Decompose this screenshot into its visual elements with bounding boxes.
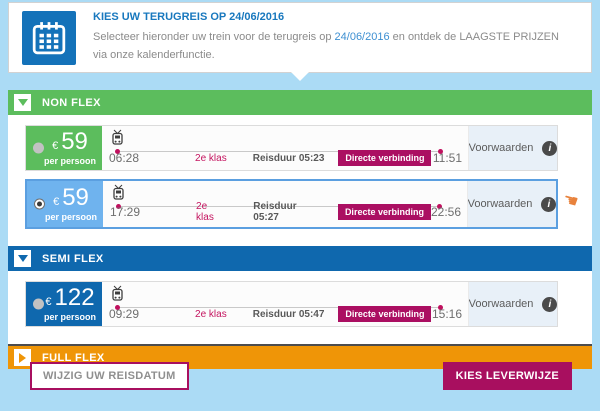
conditions-link[interactable]: Voorwaarden i xyxy=(467,181,557,227)
footer-actions: WIJZIG UW REISDATUM KIES LEVERWIJZE xyxy=(8,362,592,390)
fare-radio-selected[interactable] xyxy=(34,198,45,210)
arrival-dot xyxy=(438,305,443,310)
section-header-non-flex[interactable]: NON FLEX xyxy=(8,90,592,115)
price-amount: 122 xyxy=(54,284,95,311)
section-label: NON FLEX xyxy=(42,96,101,109)
collapse-toggle-full-flex[interactable] xyxy=(14,349,31,366)
conditions-label: Voorwaarden xyxy=(467,198,533,210)
collapse-toggle-non-flex[interactable] xyxy=(14,94,31,111)
travel-class: 2e klas xyxy=(195,308,227,320)
info-icon[interactable]: i xyxy=(542,140,558,156)
direct-connection-badge: Directe verbinding xyxy=(338,150,432,166)
travel-class: 2e klas xyxy=(195,152,227,164)
info-icon[interactable]: i xyxy=(542,296,558,312)
direct-connection-badge: Directe verbinding xyxy=(337,204,431,220)
departure-dot xyxy=(115,149,120,154)
section-body-semi-flex: €122 per persoon 09:29 2e klas xyxy=(8,271,592,344)
currency-symbol: € xyxy=(45,296,52,308)
page-title: KIES UW TERUGREIS OP 24/06/2016 xyxy=(93,11,285,24)
currency-symbol: € xyxy=(52,140,59,152)
direct-connection-badge: Directe verbinding xyxy=(338,306,432,322)
fare-row[interactable]: €122 per persoon 09:29 2e klas xyxy=(25,281,558,327)
travel-duration: Reisduur 05:47 xyxy=(252,308,325,320)
per-person-label: per persoon xyxy=(43,156,96,166)
fare-row[interactable]: €59 per persoon 06:28 2e klas xyxy=(25,125,558,171)
section-header-semi-flex[interactable]: SEMI FLEX xyxy=(8,246,592,271)
fare-radio[interactable] xyxy=(33,298,44,310)
change-travel-date-button[interactable]: WIJZIG UW REISDATUM xyxy=(30,362,189,390)
price-amount: 59 xyxy=(61,128,88,155)
info-icon[interactable]: i xyxy=(541,196,557,212)
intro-texts: KIES UW TERUGREIS OP 24/06/2016 Selectee… xyxy=(93,11,563,63)
train-icon xyxy=(111,285,124,308)
departure-time: 09:29 xyxy=(109,307,140,321)
section-label: FULL FLEX xyxy=(42,351,105,364)
arrival-time: 22:56 xyxy=(430,205,461,219)
departure-dot xyxy=(116,204,121,209)
intro-text-after: en ontdek de LAAGSTE PRIJZEN via onze ka… xyxy=(93,31,559,61)
arrival-dot xyxy=(438,149,443,154)
price-box[interactable]: €59 per persoon xyxy=(26,126,102,170)
return-date-link[interactable]: 24/06/2016 xyxy=(334,31,390,44)
journey-timeline: 17:29 2e klas Reisduur 05:27 Directe ver… xyxy=(103,181,468,227)
arrival-time: 11:51 xyxy=(432,151,462,165)
section-label: SEMI FLEX xyxy=(42,252,104,265)
train-icon xyxy=(112,184,125,207)
per-person-label: per persoon xyxy=(44,212,97,222)
travel-duration: Reisduur 05:27 xyxy=(253,201,297,223)
arrival-time: 15:16 xyxy=(431,307,462,321)
timeline-line xyxy=(118,307,440,308)
collapse-toggle-semi-flex[interactable] xyxy=(14,250,31,267)
pointing-hand-icon: ☚ xyxy=(560,189,581,212)
fare-radio[interactable] xyxy=(33,142,44,154)
conditions-link[interactable]: Voorwaarden i xyxy=(468,126,558,170)
conditions-label: Voorwaarden xyxy=(468,298,534,310)
calendar-icon xyxy=(22,10,76,65)
section-body-non-flex: €59 per persoon 06:28 2e klas xyxy=(8,115,592,246)
price-box[interactable]: €59 per persoon xyxy=(27,181,103,227)
fare-panel: NON FLEX €59 per persoon xyxy=(8,90,592,369)
departure-dot xyxy=(115,305,120,310)
journey-timeline: 09:29 2e klas Reisduur 05:47 Directe ver… xyxy=(102,282,469,326)
choose-delivery-button[interactable]: KIES LEVERWIJZE xyxy=(442,362,572,390)
intro-text-before: Selecteer hieronder uw trein voor de ter… xyxy=(93,31,335,44)
per-person-label: per persoon xyxy=(43,312,96,322)
train-icon xyxy=(111,129,124,152)
conditions-link[interactable]: Voorwaarden i xyxy=(468,282,558,326)
price-amount: 59 xyxy=(62,184,89,211)
journey-timeline: 06:28 2e klas Reisduur 05:23 Directe ver… xyxy=(102,126,469,170)
fare-row-selected[interactable]: €59 per persoon 17:29 2e klas xyxy=(25,179,580,229)
chevron-right-icon xyxy=(19,352,26,363)
currency-symbol: € xyxy=(53,196,60,208)
travel-class: 2e klas xyxy=(196,201,214,223)
departure-time: 17:29 xyxy=(110,205,141,219)
travel-duration: Reisduur 05:23 xyxy=(252,152,325,164)
conditions-label: Voorwaarden xyxy=(468,142,534,154)
intro-card: KIES UW TERUGREIS OP 24/06/2016 Selectee… xyxy=(8,2,592,81)
arrival-dot xyxy=(437,204,442,209)
timeline-line xyxy=(119,206,439,207)
departure-time: 06:28 xyxy=(109,151,140,165)
timeline-line xyxy=(118,151,440,152)
intro-description: Selecteer hieronder uw trein voor de ter… xyxy=(93,29,563,63)
price-box[interactable]: €122 per persoon xyxy=(26,282,102,326)
chevron-down-icon xyxy=(17,99,28,106)
chevron-down-icon xyxy=(17,255,28,262)
